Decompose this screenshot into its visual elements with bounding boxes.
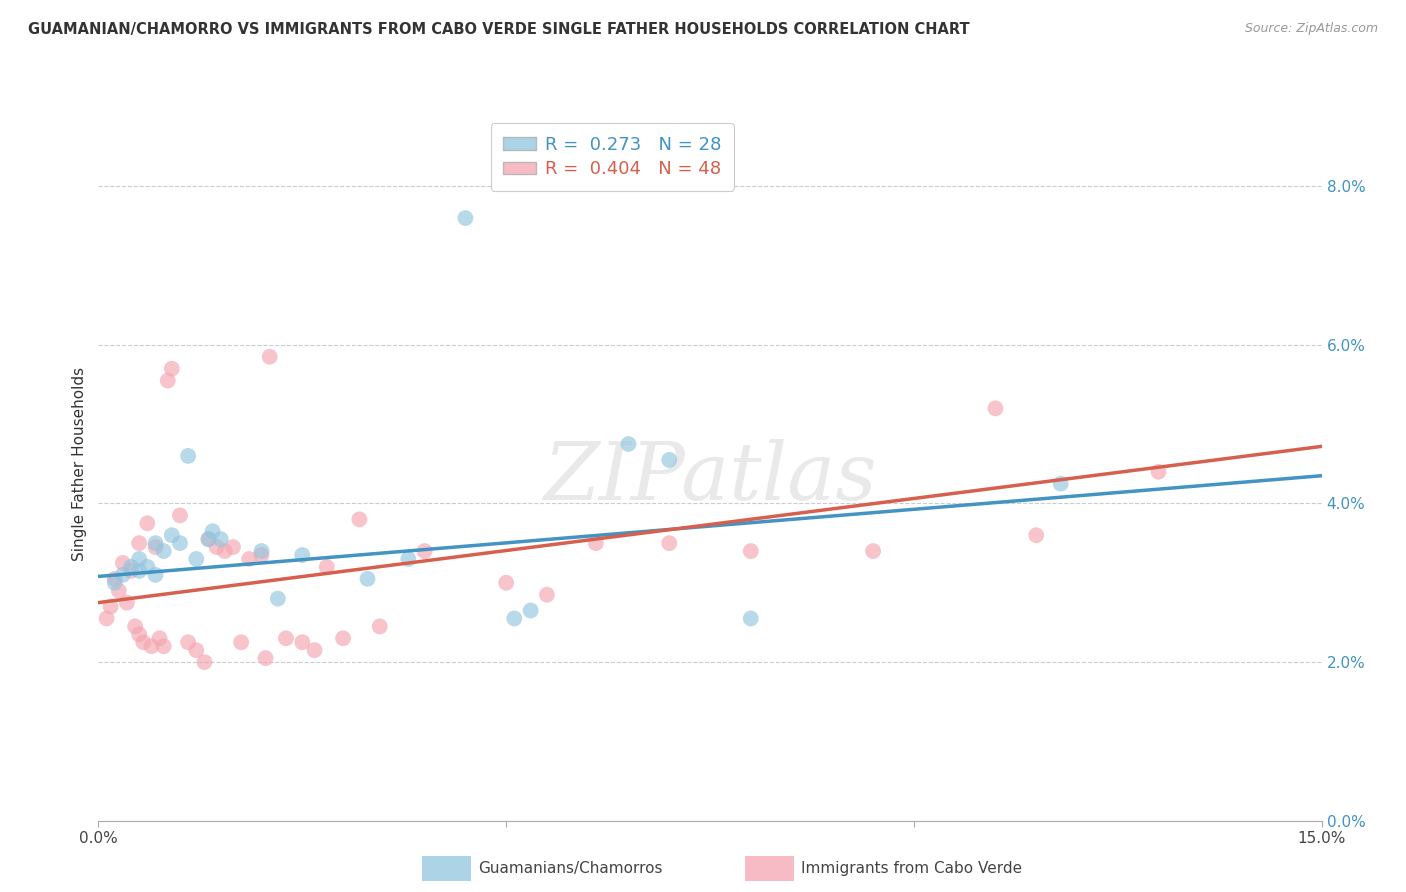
Point [617,437,640,451]
Point [186,552,208,566]
Point [177,449,200,463]
Point [186,643,208,657]
Text: GUAMANIAN/CHAMORRO VS IMMIGRANTS FROM CABO VERDE SINGLE FATHER HOUSEHOLDS CORREL: GUAMANIAN/CHAMORRO VS IMMIGRANTS FROM CA… [28,22,970,37]
Point [454,211,477,225]
Point [169,508,191,523]
Point [120,564,142,578]
Point [128,627,150,641]
Point [205,540,228,554]
Point [145,540,167,554]
Point [238,552,260,566]
Point [740,544,762,558]
Point [503,611,526,625]
Point [104,572,127,586]
Point [536,588,558,602]
Point [304,643,326,657]
Point [291,548,314,562]
Point [250,544,273,558]
Point [1025,528,1047,542]
Point [291,635,314,649]
Point [267,591,290,606]
Point [740,611,762,625]
Point [120,560,142,574]
Point [152,544,174,558]
Point [145,567,167,582]
Point [149,632,172,646]
Point [984,401,1007,416]
Point [214,544,236,558]
Point [209,532,232,546]
Legend: R =  0.273   N = 28, R =  0.404   N = 48: R = 0.273 N = 28, R = 0.404 N = 48 [491,123,734,191]
Point [1049,476,1071,491]
Point [250,548,273,562]
Point [108,583,131,598]
Point [274,632,297,646]
Point [160,528,183,542]
Point [152,639,174,653]
Point [356,572,378,586]
Point [96,611,118,625]
Point [145,536,167,550]
Point [111,567,134,582]
Point [177,635,200,649]
Point [315,560,337,574]
Point [519,603,541,617]
Point [193,655,215,669]
Point [259,350,281,364]
Point [141,639,163,653]
Point [1147,465,1170,479]
Point [197,532,219,546]
Point [132,635,155,649]
Point [658,536,681,550]
Point [124,619,146,633]
Point [862,544,884,558]
Point [111,556,134,570]
Point [128,564,150,578]
Point [332,632,354,646]
Point [495,575,517,590]
Point [254,651,277,665]
Point [222,540,245,554]
Point [585,536,607,550]
Point [136,516,159,531]
Point [169,536,191,550]
Point [368,619,391,633]
Point [658,453,681,467]
Text: ZIPatlas: ZIPatlas [543,440,877,516]
Point [104,575,127,590]
Y-axis label: Single Father Households: Single Father Households [72,367,87,561]
Text: Immigrants from Cabo Verde: Immigrants from Cabo Verde [801,862,1022,876]
Point [349,512,371,526]
Point [396,552,419,566]
Point [136,560,159,574]
Point [128,536,150,550]
Point [156,374,179,388]
Point [115,596,138,610]
Point [197,532,219,546]
Text: Source: ZipAtlas.com: Source: ZipAtlas.com [1244,22,1378,36]
Text: Guamanians/Chamorros: Guamanians/Chamorros [478,862,662,876]
Point [160,361,183,376]
Point [231,635,253,649]
Point [100,599,122,614]
Point [201,524,224,539]
Point [413,544,436,558]
Point [128,552,150,566]
